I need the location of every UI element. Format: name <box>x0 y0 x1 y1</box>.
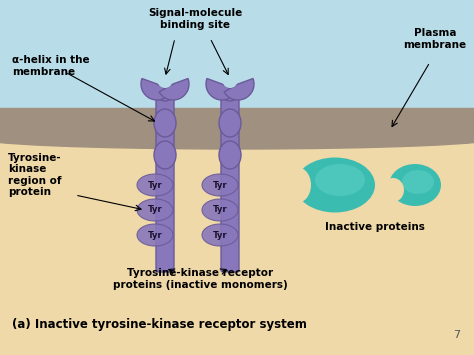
Text: Tyr: Tyr <box>213 230 228 240</box>
Ellipse shape <box>223 76 237 88</box>
Ellipse shape <box>158 76 172 88</box>
Ellipse shape <box>222 87 238 101</box>
Ellipse shape <box>402 170 434 194</box>
Ellipse shape <box>137 174 173 196</box>
Wedge shape <box>141 78 171 100</box>
Text: α-helix in the
membrane: α-helix in the membrane <box>12 55 90 77</box>
Ellipse shape <box>283 167 311 203</box>
Text: Tyr: Tyr <box>148 206 162 214</box>
Ellipse shape <box>389 164 441 206</box>
Wedge shape <box>206 78 236 100</box>
Polygon shape <box>0 108 474 138</box>
Text: Tyr: Tyr <box>213 180 228 190</box>
Ellipse shape <box>202 224 238 246</box>
Ellipse shape <box>315 164 365 196</box>
Ellipse shape <box>137 199 173 221</box>
Ellipse shape <box>0 127 474 149</box>
Ellipse shape <box>382 178 404 202</box>
Text: Inactive proteins: Inactive proteins <box>325 222 425 232</box>
Text: 7: 7 <box>453 330 460 340</box>
Wedge shape <box>159 78 189 100</box>
Ellipse shape <box>202 174 238 196</box>
Polygon shape <box>0 138 474 355</box>
Ellipse shape <box>219 109 241 137</box>
Text: (a) Inactive tyrosine-kinase receptor system: (a) Inactive tyrosine-kinase receptor sy… <box>12 318 307 331</box>
Text: Tyr: Tyr <box>213 206 228 214</box>
Text: Tyrosine-
kinase
region of
protein: Tyrosine- kinase region of protein <box>8 153 62 197</box>
Ellipse shape <box>202 199 238 221</box>
Ellipse shape <box>157 87 173 101</box>
Ellipse shape <box>154 109 176 137</box>
Text: Tyrosine-kinase receptor
proteins (inactive monomers): Tyrosine-kinase receptor proteins (inact… <box>113 268 287 290</box>
Polygon shape <box>0 0 474 108</box>
FancyBboxPatch shape <box>221 90 239 272</box>
Ellipse shape <box>154 141 176 169</box>
Text: Signal-molecule
binding site: Signal-molecule binding site <box>148 8 242 29</box>
Ellipse shape <box>295 158 375 213</box>
Ellipse shape <box>137 224 173 246</box>
Text: Plasma
membrane: Plasma membrane <box>403 28 466 50</box>
Wedge shape <box>224 78 254 100</box>
FancyBboxPatch shape <box>156 90 174 272</box>
Text: Tyr: Tyr <box>148 230 162 240</box>
Ellipse shape <box>219 141 241 169</box>
Text: Tyr: Tyr <box>148 180 162 190</box>
